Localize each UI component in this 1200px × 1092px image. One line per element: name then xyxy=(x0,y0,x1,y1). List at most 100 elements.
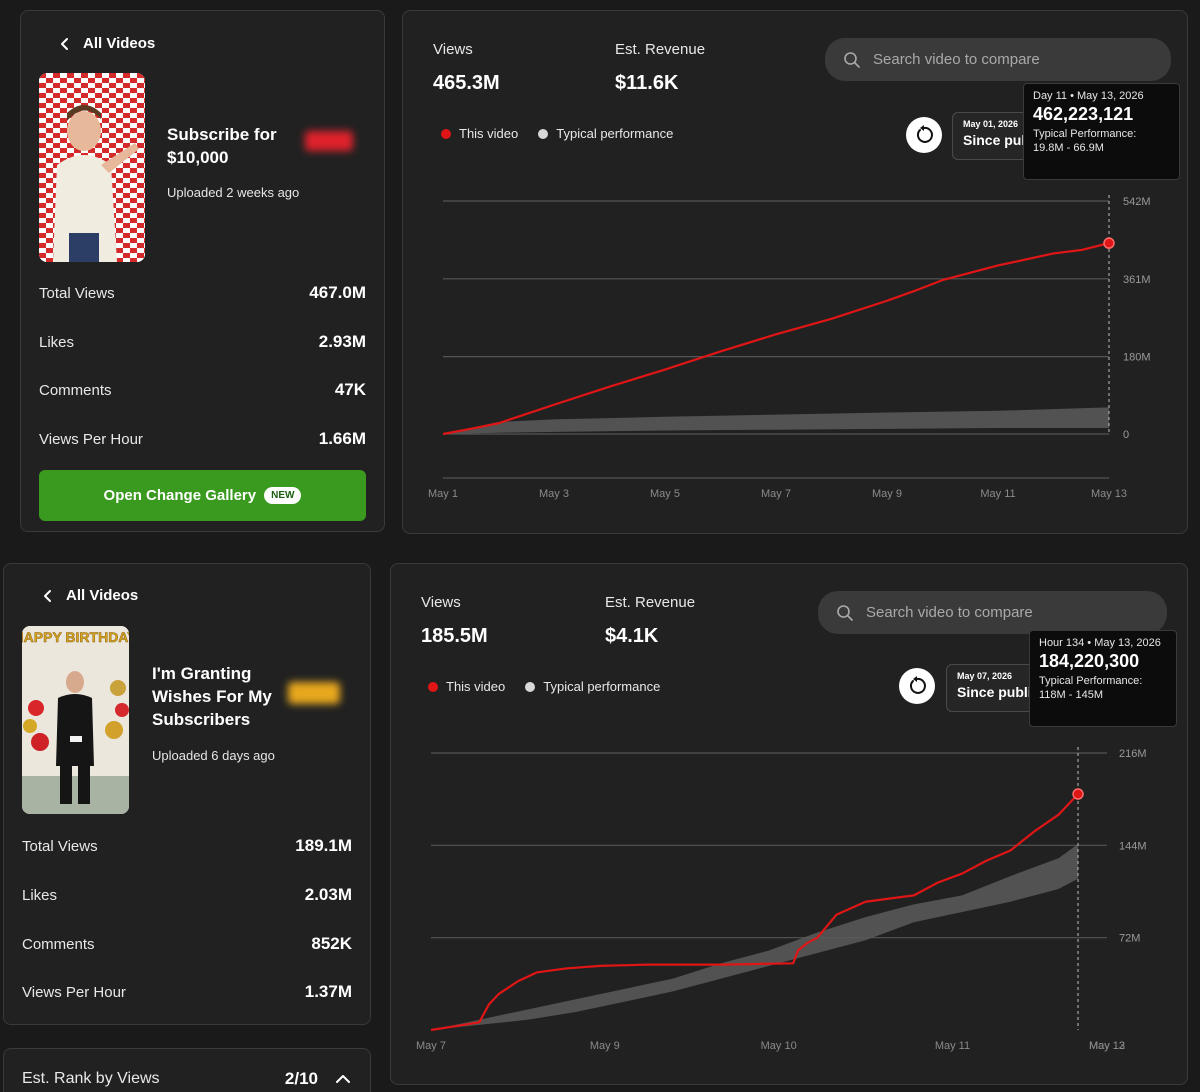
reset-zoom-button[interactable] xyxy=(906,117,942,153)
tooltip-range: 118M - 145M xyxy=(1039,689,1103,701)
video-info-panel-2: All Videos HAPPY BIRTHDAY I'm Granting W… xyxy=(3,563,371,1025)
x-tick-label: May 1 xyxy=(428,488,458,500)
legend-label: This video xyxy=(459,126,519,141)
stat-value: 189.1M xyxy=(295,836,352,855)
views-label: Views xyxy=(421,594,461,611)
revenue-label: Est. Revenue xyxy=(605,594,696,611)
stat-value: 1.66M xyxy=(318,429,366,448)
stat-value: 2.03M xyxy=(304,885,352,904)
hover-point xyxy=(1103,237,1115,249)
hover-point xyxy=(1072,788,1084,800)
stat-label: Total Views xyxy=(22,837,98,855)
compare-search-input[interactable]: Search video to compare xyxy=(818,591,1167,634)
chart-panel-2: Views 185.5M Est. Revenue $4.1K Search v… xyxy=(390,563,1188,1085)
tooltip-label: Typical Performance: xyxy=(1033,128,1137,140)
legend-label: Typical performance xyxy=(556,126,674,141)
legend-label: This video xyxy=(446,679,506,694)
status-badge xyxy=(288,682,340,704)
legend-this-video[interactable]: This video xyxy=(441,126,518,141)
legend-dot-gray xyxy=(538,128,549,139)
open-change-gallery-button[interactable]: Open Change Gallery NEW xyxy=(39,470,366,521)
views-value: 185.5M xyxy=(421,625,488,647)
stat-comments: Comments 852K xyxy=(22,934,352,954)
stat-value: 467.0M xyxy=(309,283,366,302)
stat-label: Total Views xyxy=(39,284,115,302)
stat-total-views: Total Views 467.0M xyxy=(39,283,366,303)
x-tick-label: May 11 xyxy=(935,1040,970,1052)
gallery-button-label: Open Change Gallery xyxy=(103,487,257,504)
x-tick-label: May 7 xyxy=(761,488,791,500)
legend-typical[interactable]: Typical performance xyxy=(538,126,673,141)
y-tick-label: 216M xyxy=(1119,748,1147,760)
back-to-all-videos-button[interactable]: All Videos xyxy=(57,35,155,52)
legend-dot-red xyxy=(428,681,438,692)
stat-value: 1.37M xyxy=(304,982,352,1001)
stat-value: 47K xyxy=(334,380,366,399)
tooltip-value: 184,220,300 xyxy=(1039,651,1140,671)
views-chart[interactable]: 72M 144M 216M May 7 May 9 May 10 May 11 May 12M… xyxy=(391,740,1187,1080)
typical-performance-band xyxy=(431,844,1079,1030)
stat-comments: Comments 47K xyxy=(39,380,366,400)
rank-row: Est. Rank by Views 2/10 xyxy=(22,1069,352,1089)
views-value: 465.3M xyxy=(433,72,500,94)
chevron-up-icon[interactable] xyxy=(334,1070,352,1088)
typical-performance-band xyxy=(443,407,1109,434)
reset-zoom-button[interactable] xyxy=(899,668,935,704)
rank-panel[interactable]: Est. Rank by Views 2/10 xyxy=(3,1048,371,1092)
stat-label: Likes xyxy=(39,333,75,351)
upload-date: Uploaded 6 days ago xyxy=(152,748,275,763)
range-mode: Since published xyxy=(963,132,1041,148)
revenue-value: $4.1K xyxy=(605,625,659,647)
back-to-all-videos-button[interactable]: All Videos xyxy=(40,587,138,604)
x-tick-label: May 11 xyxy=(980,488,1015,500)
chevron-left-icon xyxy=(44,589,51,602)
chart-legend: This video Typical performance xyxy=(428,679,660,694)
date-range-selector[interactable]: May 07, 2026 Since published xyxy=(946,664,1036,712)
thumbnail-image xyxy=(39,73,145,262)
revenue-value: $11.6K xyxy=(615,72,679,94)
stat-label: Comments xyxy=(39,381,112,399)
video-thumbnail[interactable] xyxy=(39,73,145,262)
y-tick-label: 361M xyxy=(1123,274,1151,286)
stat-label: Comments xyxy=(22,935,95,953)
this-video-line xyxy=(430,793,1079,1032)
back-label: All Videos xyxy=(83,35,156,52)
video-info-panel-1: All Videos Subscribe for $10,000 Uploade… xyxy=(20,10,385,532)
rank-label: Est. Rank by Views xyxy=(22,1070,160,1087)
rank-right: 2/10 xyxy=(285,1069,352,1089)
revenue-label: Est. Revenue xyxy=(615,41,706,58)
stat-label: Views Per Hour xyxy=(22,983,126,1001)
video-thumbnail[interactable]: HAPPY BIRTHDAY xyxy=(22,626,129,814)
stat-views-per-hour: Views Per Hour 1.66M xyxy=(39,429,366,449)
chart-tooltip: Day 11 • May 13, 2026 462,223,121 Typica… xyxy=(1023,83,1180,180)
x-tick-label: May 13 xyxy=(1089,1040,1125,1052)
range-start-date: May 07, 2026 xyxy=(957,671,1013,681)
x-tick-label: May 10 xyxy=(761,1040,797,1052)
y-tick-label: 72M xyxy=(1119,933,1140,945)
views-chart[interactable]: 0 180M 361M 542M May 1 May 3 May 5 May 7 May 9 Ma… xyxy=(403,181,1187,534)
x-tick-label: May 12 xyxy=(1089,1040,1125,1052)
compare-search-input[interactable]: Search video to compare xyxy=(825,38,1171,81)
video-title: I'm Granting Wishes For My Subscribers xyxy=(152,664,272,729)
reset-icon xyxy=(917,125,933,143)
x-tick-label: May 9 xyxy=(590,1040,620,1052)
y-tick-label: 0 xyxy=(1123,429,1129,441)
stat-total-views: Total Views 189.1M xyxy=(22,836,352,856)
tooltip-label: Typical Performance: xyxy=(1039,675,1143,687)
legend-label: Typical performance xyxy=(543,679,661,694)
tooltip-range: 19.8M - 66.9M xyxy=(1033,142,1104,154)
range-start-date: May 01, 2026 xyxy=(963,119,1019,129)
stat-value: 852K xyxy=(311,934,352,953)
legend-typical[interactable]: Typical performance xyxy=(525,679,660,694)
video-title: Subscribe for $10,000 xyxy=(167,125,277,167)
stat-views-per-hour: Views Per Hour 1.37M xyxy=(22,982,352,1002)
range-mode: Since published xyxy=(957,684,1035,700)
chart-tooltip: Hour 134 • May 13, 2026 184,220,300 Typi… xyxy=(1029,630,1177,727)
chart-legend: This video Typical performance xyxy=(441,126,673,141)
views-label: Views xyxy=(433,41,473,58)
chart-panel-1: Views 465.3M Est. Revenue $11.6K Search … xyxy=(402,10,1188,534)
y-tick-label: 542M xyxy=(1123,196,1151,208)
legend-this-video[interactable]: This video xyxy=(428,679,505,694)
stat-likes: Likes 2.93M xyxy=(39,332,366,352)
upload-date: Uploaded 2 weeks ago xyxy=(167,185,300,200)
